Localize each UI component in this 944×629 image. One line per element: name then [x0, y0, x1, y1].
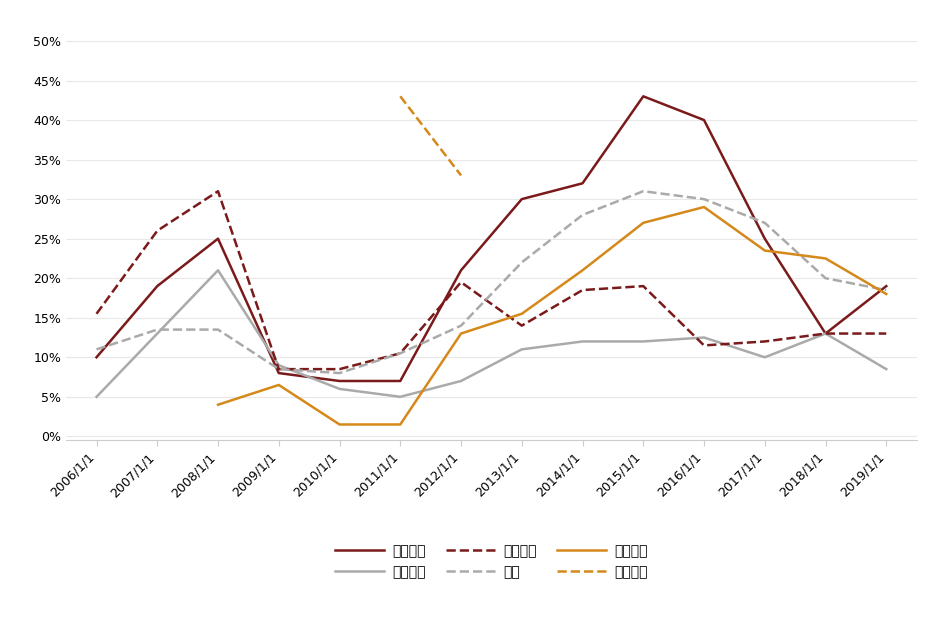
Legend: 三一重工, 中联重科, 徐工机械, 柳工, 恒立液压, 艾迪精密: 三一重工, 中联重科, 徐工机械, 柳工, 恒立液压, 艾迪精密 — [329, 538, 652, 584]
